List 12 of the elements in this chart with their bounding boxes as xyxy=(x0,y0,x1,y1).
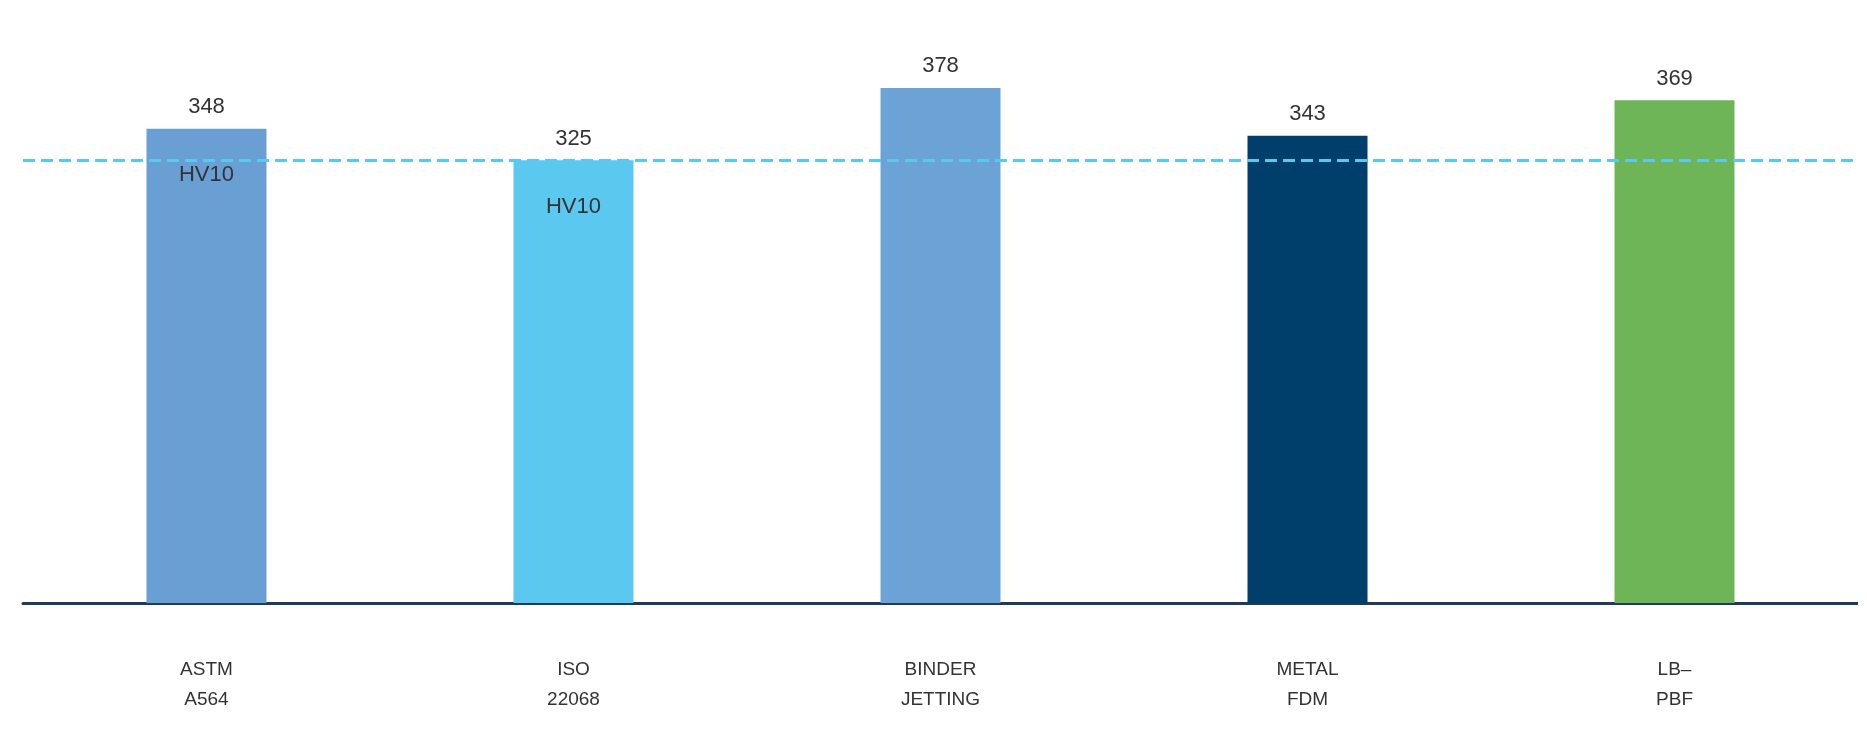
annotation: HV10 xyxy=(178,161,235,187)
x-tick-label: METAL FDM xyxy=(1276,657,1339,709)
data-label: 348 xyxy=(188,93,225,119)
data-label: 325 xyxy=(555,124,592,150)
data-label: 369 xyxy=(1656,64,1693,90)
annotation: HV10 xyxy=(545,192,602,218)
x-tick-label: BINDER JETTING xyxy=(900,657,981,709)
x-tick-label: LB– PBF xyxy=(1656,657,1693,709)
data-label: 343 xyxy=(1289,100,1326,126)
x-tick-label: ISO 22068 xyxy=(547,657,600,709)
data-label: 378 xyxy=(922,52,959,78)
x-tick-label: ASTM A564 xyxy=(180,657,233,709)
